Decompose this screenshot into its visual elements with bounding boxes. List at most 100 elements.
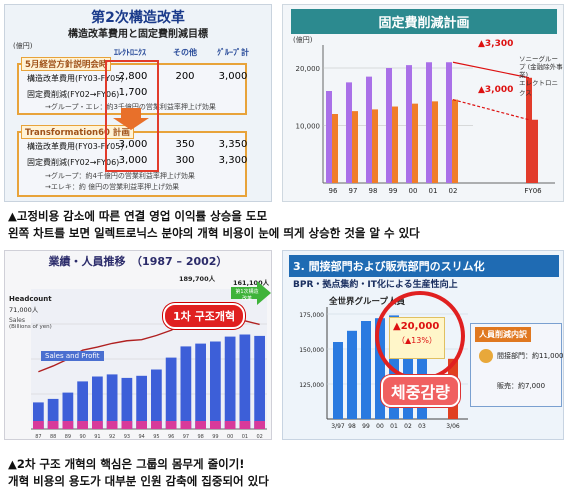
column-header: その他 bbox=[173, 48, 197, 57]
section-a-label: 5月経営方針説明会時 bbox=[21, 57, 112, 71]
x-tick-label: 01 bbox=[390, 423, 398, 430]
table-cell: 3,300 bbox=[218, 155, 248, 166]
profit-bar bbox=[77, 421, 88, 429]
y-tick-label: 175,000 bbox=[299, 312, 324, 319]
breakdown-item: 販売：約7,000 bbox=[497, 382, 546, 390]
breakdown-item: 間接部門：約11,000 bbox=[497, 352, 564, 360]
x-tick-label: 97 bbox=[349, 187, 358, 195]
x-tick-label: 00 bbox=[376, 423, 384, 430]
bar-group bbox=[406, 65, 412, 183]
caption1-line2: 왼쪽 차트를 보면 일렉트로닉스 분야의 개혁 비용이 눈에 띄게 상승한 것을… bbox=[8, 226, 420, 240]
x-tick-label: 00 bbox=[409, 187, 418, 195]
caption1-line1: ▲고정비용 감소에 따른 연결 영업 이익률 상승을 도모 bbox=[8, 209, 268, 223]
sales-bar bbox=[77, 381, 88, 429]
x-tick-label: 3/06 bbox=[446, 423, 460, 430]
red-circle bbox=[375, 291, 465, 381]
x-tick-label: 99 bbox=[362, 423, 370, 430]
bar-group bbox=[526, 77, 532, 183]
bar-group bbox=[366, 76, 372, 183]
table-cell: 300 bbox=[175, 155, 195, 166]
x-tick-label: 02 bbox=[449, 187, 458, 195]
x-tick-label: 01 bbox=[429, 187, 438, 195]
x-tick-label: FY06 bbox=[524, 187, 542, 195]
pie-icon bbox=[479, 349, 493, 363]
x-tick-label: 02 bbox=[404, 423, 412, 430]
bar-elec bbox=[372, 109, 378, 183]
chart-title: 全世界グループ人員 bbox=[329, 297, 405, 307]
x-tick-label: 96 bbox=[168, 434, 174, 440]
x-tick-label: 95 bbox=[153, 434, 159, 440]
y-tick-label: 125,000 bbox=[299, 382, 324, 389]
row-label: 固定費削減(FY02→FY06) bbox=[27, 158, 120, 167]
section-b-note: →グループ：約4千億円の営業利益率押上げ効果 bbox=[45, 172, 195, 180]
legend-group: ソニーグループ (金融除外事業) bbox=[519, 55, 563, 79]
x-tick-label: 99 bbox=[389, 187, 398, 195]
arrow-line bbox=[452, 61, 530, 79]
x-tick-label: 3/97 bbox=[331, 423, 345, 430]
sales-label: Sales bbox=[9, 317, 25, 324]
slide1-unit: (億円) bbox=[13, 42, 33, 50]
profit-bar bbox=[210, 421, 221, 429]
slide-performance-headcount: 業績・人員推移 （1987 – 2002） 87 88 89 90 91 92 93 94 95… bbox=[4, 250, 272, 440]
slide4-title: 3. 間接部門および販売部門のスリム化 bbox=[289, 255, 559, 277]
profit-bar bbox=[136, 421, 147, 429]
slide2-unit: (億円) bbox=[293, 36, 313, 44]
column-header: ｸﾞﾙｰﾌﾟ計 bbox=[217, 48, 249, 57]
end-headcount: 161,100人 bbox=[233, 279, 270, 287]
highlight-box bbox=[105, 60, 159, 172]
table-cell: 2,800 bbox=[118, 71, 148, 82]
table-cell: 3,000 bbox=[218, 71, 248, 82]
headcount-start-value: 71,000人 bbox=[9, 306, 39, 314]
sales-bar bbox=[180, 346, 192, 429]
table-cell: 3,000 bbox=[118, 139, 148, 150]
slide1-subtitle: 構造改革費用と固定費削減目標 bbox=[68, 29, 208, 40]
x-tick-label: 88 bbox=[50, 434, 56, 440]
profit-bar bbox=[165, 421, 177, 429]
x-tick-label: 90 bbox=[79, 434, 85, 440]
x-tick-label: 97 bbox=[183, 434, 189, 440]
x-tick-label: 98 bbox=[348, 423, 356, 430]
section-a-note: →グループ・エレ：約3千億円の営業利益率押上げ効果 bbox=[45, 103, 216, 111]
profit-bar bbox=[33, 421, 44, 429]
slide-structural-reform-table: 第2次構造改革 構造改革費用と固定費削減目標 (億円) ｴﾚｸﾄﾛﾆｸｽ その他… bbox=[4, 4, 272, 202]
x-tick-label: 89 bbox=[65, 434, 71, 440]
bar-elec bbox=[392, 106, 398, 183]
sales-bar bbox=[195, 343, 206, 429]
bar-elec bbox=[332, 114, 338, 183]
slide2-title: 固定費削減計画 bbox=[291, 9, 557, 34]
y-tick-label: 150,000 bbox=[299, 347, 324, 354]
x-tick-label: 87 bbox=[35, 434, 41, 440]
bar-group bbox=[326, 91, 332, 183]
section-b-note: →エレキ：約 億円の営業利益率押上げ効果 bbox=[45, 183, 180, 191]
slide-fixed-cost-chart: 固定費削減計画 (億円) 10,000 20,000 96 97 98 99 00 01 02 F… bbox=[282, 4, 564, 202]
table-cell: 350 bbox=[175, 139, 195, 150]
sales-bar bbox=[121, 377, 133, 429]
x-tick-label: 92 bbox=[109, 434, 115, 440]
profit-bar bbox=[92, 421, 103, 429]
sales-bar bbox=[254, 335, 265, 429]
slide3-title: 業績・人員推移 （1987 – 2002） bbox=[48, 255, 228, 268]
table-cell: 200 bbox=[175, 71, 195, 82]
profit-bar bbox=[151, 421, 162, 429]
legend-elec: エレクトロニクス bbox=[519, 79, 558, 97]
x-tick-label: 00 bbox=[227, 434, 233, 440]
sales-bar bbox=[33, 402, 44, 429]
bar-elec bbox=[432, 101, 438, 183]
slide-slimming: 3. 間接部門および販売部門のスリム化 BPR・拠点集約・IT化による生産性向上… bbox=[282, 250, 564, 440]
profit-bar bbox=[106, 421, 118, 429]
profit-bar bbox=[195, 421, 206, 429]
bar-group bbox=[426, 62, 432, 183]
bar-group bbox=[346, 82, 352, 183]
annotation-elec: ▲3,000 bbox=[478, 85, 514, 95]
x-tick-label: 94 bbox=[138, 434, 144, 440]
legend-sales-profit: Sales and Profit bbox=[41, 351, 104, 361]
weight-loss-badge: 체중감량 bbox=[381, 375, 460, 407]
y-tick-label: 20,000 bbox=[296, 65, 321, 73]
bar-elec bbox=[452, 99, 458, 183]
bar-group bbox=[446, 62, 452, 183]
x-tick-label: 99 bbox=[212, 434, 218, 440]
table-cell: 1,700 bbox=[118, 87, 148, 98]
down-arrow-icon bbox=[113, 108, 149, 130]
x-tick-label: 03 bbox=[418, 423, 426, 430]
y-tick-label: 10,000 bbox=[296, 123, 321, 131]
